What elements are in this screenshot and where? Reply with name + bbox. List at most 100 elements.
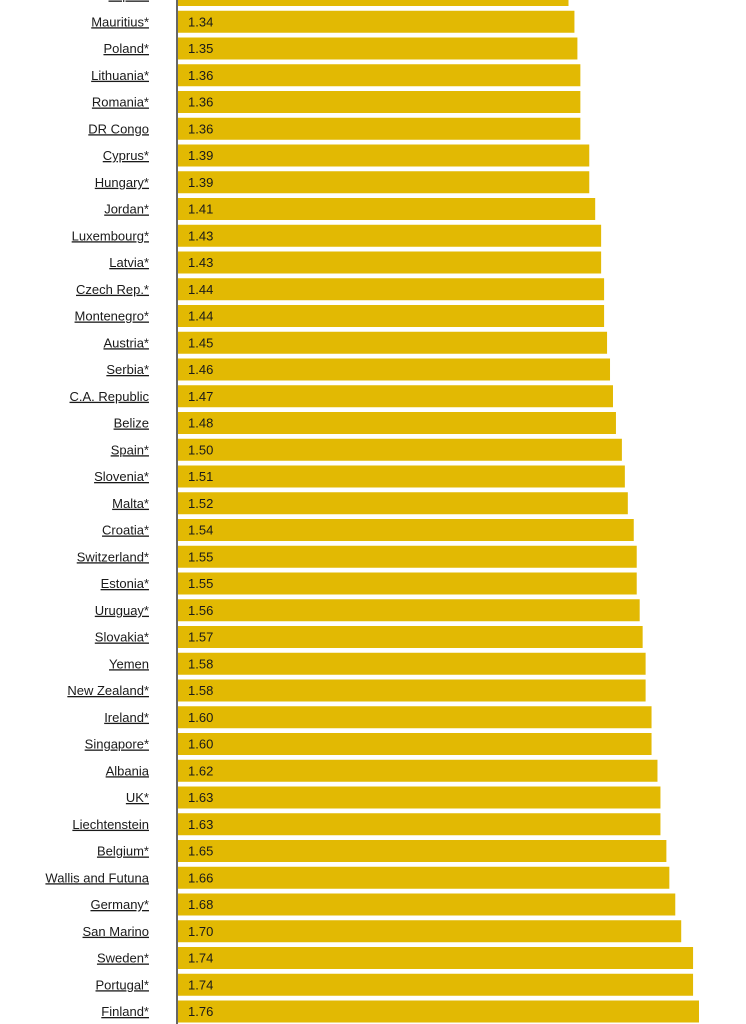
country-label[interactable]: Croatia*	[102, 523, 149, 538]
bar	[178, 117, 581, 140]
bar	[178, 733, 652, 755]
country-label[interactable]: Belgium*	[97, 844, 149, 859]
bar-value-label: 1.46	[188, 362, 213, 377]
country-label[interactable]: Estonia*	[101, 576, 149, 591]
country-label[interactable]: Spain*	[111, 442, 149, 457]
country-label[interactable]: C.A. Republic	[70, 389, 150, 404]
country-label[interactable]: Sweden*	[97, 951, 149, 966]
bar-value-label: 1.39	[188, 175, 213, 190]
bar	[178, 331, 608, 354]
country-label[interactable]: Hungary*	[95, 175, 149, 190]
bar-value-label: 1.54	[188, 523, 213, 538]
bars-layer	[178, 0, 699, 1023]
country-label[interactable]: Luxembourg*	[72, 228, 149, 243]
bar-value-label: 1.52	[188, 496, 213, 511]
country-label[interactable]: Yemen	[109, 656, 149, 671]
country-label[interactable]: Montenegro*	[75, 309, 149, 324]
country-label[interactable]: Slovenia*	[94, 469, 149, 484]
bar	[178, 679, 646, 702]
bar	[178, 626, 643, 648]
country-label[interactable]: Jordan*	[104, 202, 149, 217]
bar	[178, 893, 676, 916]
category-labels-layer: Japan* Mauritius* Poland* Lithuania* Romania…	[45, 0, 149, 1019]
country-label[interactable]: Belize	[114, 416, 149, 431]
bar-value-label: 1.76	[188, 1004, 213, 1019]
country-label[interactable]: Germany*	[90, 897, 149, 912]
bar	[178, 64, 581, 87]
bar	[178, 171, 590, 194]
country-label[interactable]: Switzerland*	[77, 549, 149, 564]
country-label[interactable]: Portugal*	[96, 977, 149, 992]
bar-value-label: 1.36	[188, 68, 213, 83]
bar-value-label: 1.60	[188, 710, 213, 725]
country-label[interactable]: Serbia*	[106, 362, 149, 377]
bar	[178, 652, 646, 675]
country-label[interactable]: Mauritius*	[91, 14, 149, 29]
bar-value-label: 1.51	[188, 469, 213, 484]
bar	[178, 866, 670, 889]
bar-value-label: 1.36	[188, 95, 213, 110]
bar-value-label: 1.65	[188, 844, 213, 859]
bar	[178, 10, 575, 33]
bar-value-label: 1.39	[188, 148, 213, 163]
bar	[178, 973, 694, 996]
country-label[interactable]: Slovakia*	[95, 630, 149, 645]
bar-value-label: 1.55	[188, 576, 213, 591]
bar	[178, 786, 661, 809]
country-label[interactable]: Austria*	[103, 335, 149, 350]
bar-value-label: 1.35	[188, 41, 213, 56]
bar-value-label: 1.70	[188, 924, 213, 939]
bar	[178, 545, 637, 568]
country-label[interactable]: Wallis and Futuna	[45, 870, 149, 885]
bar	[178, 947, 694, 969]
bar-value-label: 1.74	[188, 977, 213, 992]
country-label[interactable]: Ireland*	[104, 710, 149, 725]
bar	[178, 599, 640, 622]
bar	[178, 385, 613, 408]
bar	[178, 465, 625, 488]
bar	[178, 840, 667, 862]
bar	[178, 519, 634, 541]
bar	[178, 1000, 699, 1023]
bar	[178, 759, 658, 782]
country-label[interactable]: Poland*	[103, 41, 149, 56]
country-label[interactable]: Lithuania*	[91, 68, 149, 83]
bar	[178, 198, 596, 220]
bar-value-label: 1.63	[188, 790, 213, 805]
country-label[interactable]: Albania	[106, 763, 150, 778]
country-label[interactable]: Uruguay*	[95, 603, 149, 618]
country-label[interactable]: Liechtenstein	[72, 817, 149, 832]
country-label[interactable]: Singapore*	[85, 737, 149, 752]
bar	[178, 438, 622, 461]
bar-value-label: 1.45	[188, 335, 213, 350]
bar-value-label: 1.44	[188, 309, 213, 324]
bar-value-label: 1.50	[188, 442, 213, 457]
bar-value-label: 1.34	[188, 14, 213, 29]
bar-value-label: 1.44	[188, 282, 213, 297]
bar	[178, 224, 602, 247]
country-label[interactable]: Romania*	[92, 95, 149, 110]
bar	[178, 91, 581, 113]
bar-value-label: 1.58	[188, 656, 213, 671]
country-label[interactable]: Japan*	[109, 0, 149, 3]
country-label[interactable]: DR Congo	[88, 121, 149, 136]
bar	[178, 492, 628, 515]
country-label[interactable]: Malta*	[112, 496, 149, 511]
country-label[interactable]: UK*	[126, 790, 149, 805]
bar-value-label: 1.43	[188, 255, 213, 270]
bar	[178, 144, 590, 167]
bar-value-label: 1.55	[188, 549, 213, 564]
country-label[interactable]: New Zealand*	[67, 683, 149, 698]
country-label[interactable]: Czech Rep.*	[76, 282, 149, 297]
bar	[178, 706, 652, 729]
bar	[178, 813, 661, 836]
bar-value-label: 1.58	[188, 683, 213, 698]
country-label[interactable]: Latvia*	[109, 255, 149, 270]
country-label[interactable]: San Marino	[83, 924, 149, 939]
bar-value-label: 1.66	[188, 870, 213, 885]
country-label[interactable]: Finland*	[101, 1004, 149, 1019]
country-label[interactable]: Cyprus*	[103, 148, 149, 163]
bar-value-label: 1.36	[188, 121, 213, 136]
bar	[178, 251, 602, 274]
